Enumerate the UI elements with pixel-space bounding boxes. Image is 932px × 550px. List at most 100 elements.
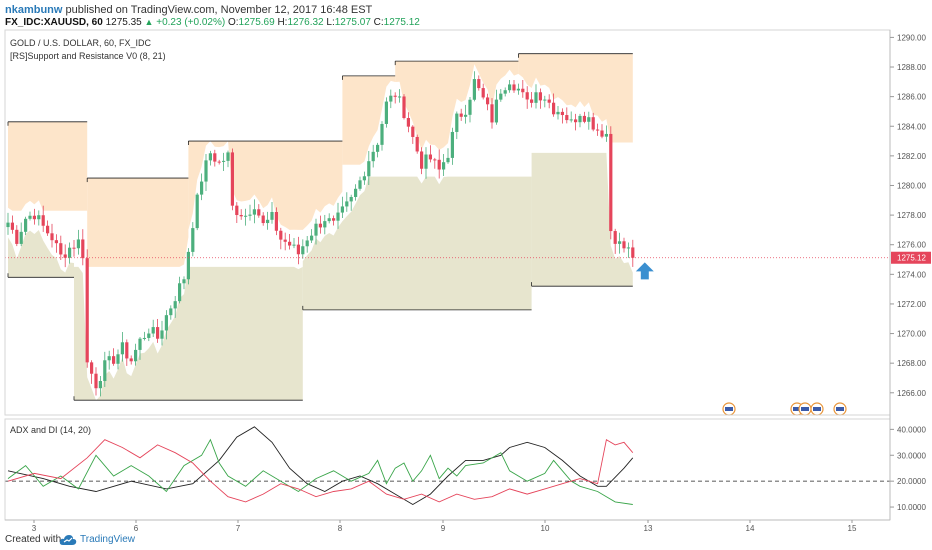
x-tick-label: 13 [644,524,653,533]
candle-body [525,92,529,100]
x-tick-label: 15 [848,524,857,533]
candle-body [596,129,600,131]
candle-body [442,162,446,170]
candle-body [305,240,309,247]
candle-body [270,211,274,220]
candle-body [10,222,14,230]
candle-body [420,151,424,169]
candle-body [512,84,516,91]
candle-body [116,354,120,364]
main-legend-title[interactable]: GOLD / U.S. DOLLAR, 60, FX_IDC [10,38,152,48]
last-price-tag-label: 1275.12 [897,254,926,263]
candle-body [46,225,50,234]
chart-header: nkambunw published on TradingView.com, N… [0,0,932,30]
candle-body [534,92,538,103]
price-tick-label: 1290.00 [897,33,926,42]
price-tick-label: 1286.00 [897,93,926,102]
price-tick-label: 1276.00 [897,241,926,250]
tradingview-brand[interactable]: TradingView [80,534,136,545]
candle-body [464,114,468,117]
adx-tick-label: 20.0000 [897,477,926,486]
candle-body [204,160,208,182]
candle-body [244,215,248,217]
x-tick-label: 6 [134,524,139,533]
candle-body [310,235,314,241]
candle-body [556,111,560,115]
price-tick-label: 1266.00 [897,389,926,398]
price-pane[interactable] [5,53,890,416]
candle-body [230,152,234,206]
publish-info: published on TradingView.com, November 1… [65,4,373,16]
adx-legend[interactable]: ADX and DI (14, 20) [10,425,92,435]
candle-body [208,153,212,161]
candle-body [437,159,441,170]
candle-body [424,154,428,169]
support-zone [302,176,532,310]
flag-stripe [801,407,809,411]
candle-body [345,201,349,207]
price-tick-label: 1288.00 [897,63,926,72]
candle-body [631,247,635,258]
tradingview-cloud-icon[interactable] [59,533,77,547]
last-price-tag [891,251,931,264]
candle-body [81,239,85,259]
candle-body [283,239,287,242]
low-value: 1275.07 [334,17,371,28]
x-tick-label: 14 [746,524,755,533]
symbol-label[interactable]: FX_IDC:XAUUSD, 60 [5,17,103,28]
candle-body [63,254,67,258]
candle-body [455,113,459,132]
candle-body [574,119,578,123]
candle-body [565,115,569,121]
price-change: +0.23 (+0.02%) [156,17,226,28]
resistance-zone [342,75,396,165]
author-name[interactable]: nkambunw [5,4,63,16]
support-zone [531,152,633,287]
candle-body [318,223,322,228]
x-tick-label: 9 [441,524,446,533]
adx-line [7,426,634,506]
candle-body [248,214,252,216]
candle-body [340,206,344,213]
candle-body [292,244,296,246]
price-tick-label: 1278.00 [897,211,926,220]
candle-body [367,161,371,177]
candle-body [406,118,410,127]
candle-body [68,247,72,258]
flag-stripe [836,407,844,411]
candle-body [200,181,204,195]
x-tick-label: 3 [32,524,37,533]
candle-body [362,176,366,181]
price-tick-label: 1272.00 [897,300,926,309]
candle-body [239,215,243,217]
candle-body [587,117,591,122]
candle-body [222,160,226,162]
candle-body [402,96,406,119]
up-arrow-icon [635,262,654,280]
adx-pane[interactable] [5,426,890,506]
flag-stripe [813,407,821,411]
candle-body [508,84,512,91]
candle-body [142,337,146,339]
resistance-zone [395,61,519,150]
candle-body [354,188,358,197]
price-tick-label: 1284.00 [897,122,926,131]
indicator-legend[interactable]: [RS]Support and Resistance V0 (8, 21) [10,51,166,61]
candle-body [618,241,622,244]
resistance-zone [188,141,343,230]
adx-tick-label: 40.0000 [897,425,926,434]
candle-body [24,218,28,232]
candle-body [428,154,432,160]
candle-body [433,159,437,161]
flag-stripe [793,407,801,411]
candle-body [538,92,542,101]
candle-body [169,308,173,316]
x-tick-label: 8 [338,524,343,533]
candle-body [552,102,556,115]
candle-body [481,88,485,98]
candle-body [213,153,217,162]
candle-body [349,196,353,202]
candle-body [19,231,23,244]
candle-body [120,342,124,355]
